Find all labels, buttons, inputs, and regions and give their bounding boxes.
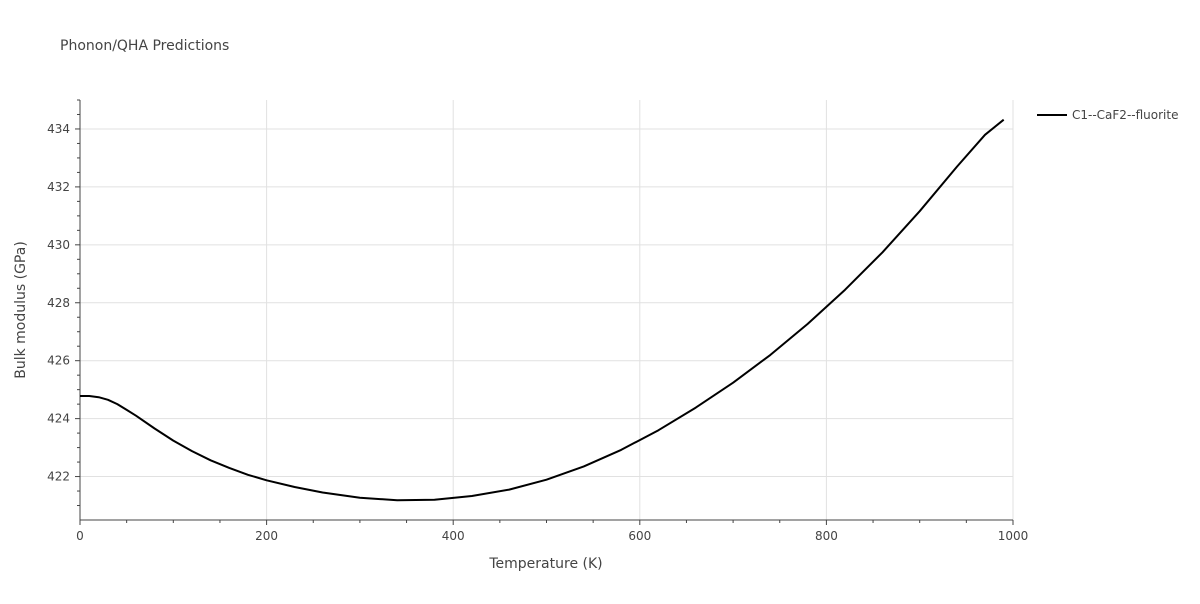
y-tick-label: 430 (47, 238, 70, 252)
x-tick-label: 800 (815, 529, 838, 543)
x-axis-title: Temperature (K) (488, 556, 602, 572)
y-tick-label: 424 (47, 412, 70, 426)
series-layer (80, 118, 1005, 502)
grid (80, 100, 1014, 520)
y-tick-label: 428 (47, 296, 70, 310)
y-tick-label: 432 (47, 180, 70, 194)
chart-title: Phonon/QHA Predictions (60, 38, 229, 54)
x-tick-label: 1000 (998, 529, 1029, 543)
y-axis-title: Bulk modulus (GPa) (13, 241, 29, 379)
axes: 0 200 400 600 800 1000 422 424 426 428 430 432 434 (47, 99, 1029, 543)
legend[interactable]: C1--CaF2--fluorite (1037, 108, 1178, 122)
y-tick-label: 426 (47, 354, 70, 368)
x-tick-label: 400 (442, 529, 465, 543)
x-tick-label: 200 (255, 529, 278, 543)
x-tick-label: 0 (76, 529, 84, 543)
legend-label-c1-caf2-fluorite: C1--CaF2--fluorite (1072, 108, 1178, 122)
y-tick-label: 434 (47, 122, 70, 136)
series-line-0 (80, 118, 1005, 502)
y-tick-label: 422 (47, 470, 70, 484)
x-tick-label: 600 (628, 529, 651, 543)
